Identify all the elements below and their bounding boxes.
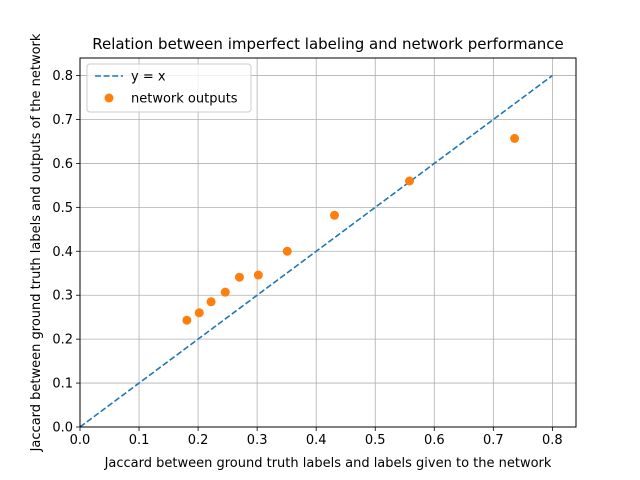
x-axis-label: Jaccard between ground truth labels and … (104, 456, 552, 471)
y-tick-label: 0.3 (52, 289, 73, 304)
legend-entry: y = x (131, 70, 166, 85)
data-point (182, 315, 192, 325)
y-tick-label: 0.1 (52, 377, 73, 392)
x-tick-label: 0.1 (129, 433, 150, 448)
x-tick-label: 0.6 (424, 433, 445, 448)
data-point (329, 210, 339, 220)
x-tick-label: 0.7 (483, 433, 504, 448)
x-tick-label: 0.5 (365, 433, 386, 448)
data-point (194, 308, 204, 318)
x-tick-label: 0.0 (70, 433, 91, 448)
data-point (253, 270, 263, 280)
y-tick-label: 0.8 (52, 69, 73, 84)
series-layer (79, 74, 553, 428)
data-point (404, 176, 414, 186)
axes-frame (79, 57, 577, 428)
y-tick-label: 0.7 (52, 113, 73, 128)
legend-marker-swatch (104, 93, 114, 103)
data-point (220, 287, 230, 297)
x-tick-label: 0.2 (188, 433, 209, 448)
y-tick-label: 0.6 (52, 157, 73, 172)
y-tick-label: 0.5 (52, 201, 73, 216)
ticks: 0.0 0.1 0.2 0.3 0.4 0.5 0.6 0.7 0.8 0.0 0.1 0.2 0.3 0… (52, 69, 562, 448)
data-point (282, 246, 292, 256)
y-axis-label: Jaccard between ground truth labels and … (29, 33, 44, 452)
data-point (206, 297, 216, 307)
legend: y = x network outputs (86, 63, 252, 113)
y-tick-label: 0.0 (52, 421, 73, 436)
x-tick-label: 0.4 (306, 433, 327, 448)
data-point (510, 133, 520, 143)
y-tick-label: 0.2 (52, 333, 73, 348)
data-point (234, 272, 244, 282)
x-tick-label: 0.8 (542, 433, 563, 448)
y-tick-label: 0.4 (52, 245, 73, 260)
x-tick-label: 0.3 (247, 433, 268, 448)
chart-title: Relation between imperfect labeling and … (92, 35, 564, 53)
identity-line (79, 74, 553, 428)
legend-box (86, 63, 252, 113)
legend-entry: network outputs (131, 92, 238, 107)
